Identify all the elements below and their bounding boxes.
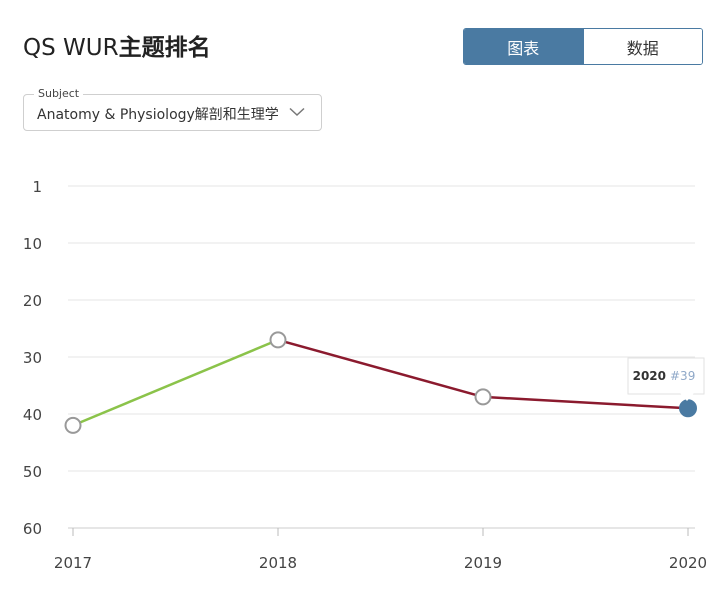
y-tick-label: 60 [23, 520, 42, 538]
x-tick-label: 2018 [259, 554, 297, 572]
tooltip-box [627, 357, 705, 395]
data-point[interactable] [679, 399, 697, 418]
line-segment [482, 395, 689, 410]
data-view-button[interactable]: 数据 [582, 29, 702, 64]
x-axis-ticks: 2017 2018 2019 2020 [54, 528, 707, 572]
series-points [64, 331, 697, 434]
y-tick-label: 10 [23, 235, 42, 253]
y-tick-label: 20 [23, 292, 42, 310]
data-point[interactable] [474, 388, 492, 406]
tooltip-rank: #39 [670, 369, 695, 383]
rank-line-chart: 1 10 20 30 40 50 60 2017 2018 2019 2020 2020 #39 [23, 178, 707, 572]
y-tick-label: 30 [23, 349, 42, 367]
data-point[interactable] [64, 416, 82, 434]
y-axis-ticks: 1 10 20 30 40 50 60 [23, 178, 42, 538]
line-segment [277, 338, 484, 399]
x-tick-label: 2020 [669, 554, 707, 572]
tooltip-arrow [680, 393, 694, 401]
chevron-down-icon [289, 107, 305, 117]
tooltip: 2020 #39 [627, 357, 705, 401]
line-segment [72, 338, 279, 427]
subject-select-legend: Subject [34, 87, 84, 101]
subject-select-value: Anatomy & Physiology解剖和生理学 [37, 107, 279, 123]
x-tick-label: 2017 [54, 554, 92, 572]
subject-select[interactable]: Subject Anatomy & Physiology解剖和生理学 [23, 87, 322, 131]
x-tick-label: 2019 [464, 554, 502, 572]
series-lines [72, 338, 689, 427]
page-title: QS WUR主题排名 [23, 28, 211, 62]
y-tick-label: 1 [32, 178, 42, 196]
view-toggle: 图表 数据 [463, 28, 703, 65]
data-point[interactable] [269, 331, 287, 349]
title-prefix: QS WUR [23, 35, 119, 61]
grid [68, 185, 695, 529]
chart-view-button[interactable]: 图表 [464, 29, 583, 64]
title-suffix: 主题排名 [118, 35, 211, 61]
y-tick-label: 40 [23, 406, 42, 424]
y-tick-label: 50 [23, 463, 42, 481]
tooltip-year: 2020 [633, 369, 666, 383]
